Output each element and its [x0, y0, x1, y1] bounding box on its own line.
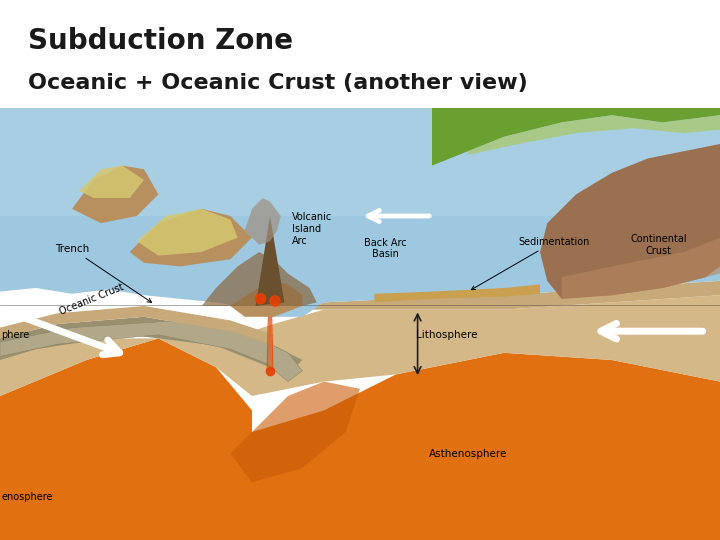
- Polygon shape: [0, 108, 720, 216]
- Text: Oceanic + Oceanic Crust (another view): Oceanic + Oceanic Crust (another view): [28, 73, 528, 93]
- Polygon shape: [468, 115, 720, 155]
- Polygon shape: [0, 108, 720, 317]
- Text: Subduction Zone: Subduction Zone: [28, 27, 293, 55]
- Polygon shape: [202, 252, 317, 306]
- Polygon shape: [256, 216, 284, 306]
- Polygon shape: [230, 281, 302, 317]
- Polygon shape: [130, 209, 252, 266]
- Polygon shape: [72, 166, 158, 223]
- Polygon shape: [245, 198, 281, 245]
- Text: Lithosphere: Lithosphere: [415, 330, 477, 340]
- Circle shape: [256, 294, 266, 304]
- Polygon shape: [562, 238, 720, 299]
- Text: Volcanic
Island
Arc: Volcanic Island Arc: [292, 212, 332, 246]
- Polygon shape: [79, 166, 144, 198]
- Polygon shape: [230, 353, 720, 540]
- Text: enosphere: enosphere: [1, 492, 53, 502]
- Text: Sedimentation: Sedimentation: [472, 237, 590, 289]
- Text: Oceanic Crust: Oceanic Crust: [58, 282, 125, 317]
- Text: Continental
Crust: Continental Crust: [631, 234, 687, 255]
- Text: Back Arc
Basin: Back Arc Basin: [364, 238, 407, 259]
- Circle shape: [270, 296, 280, 306]
- Polygon shape: [0, 295, 720, 396]
- Polygon shape: [288, 281, 720, 317]
- Text: phere: phere: [1, 330, 30, 340]
- Polygon shape: [540, 144, 720, 299]
- Polygon shape: [374, 285, 540, 302]
- Polygon shape: [0, 317, 302, 374]
- Polygon shape: [137, 209, 238, 255]
- Polygon shape: [0, 339, 252, 540]
- Polygon shape: [230, 382, 360, 482]
- Text: Trench: Trench: [55, 244, 152, 302]
- Text: Asthenosphere: Asthenosphere: [429, 449, 507, 458]
- Polygon shape: [432, 108, 720, 166]
- Polygon shape: [0, 306, 274, 346]
- Polygon shape: [0, 320, 302, 382]
